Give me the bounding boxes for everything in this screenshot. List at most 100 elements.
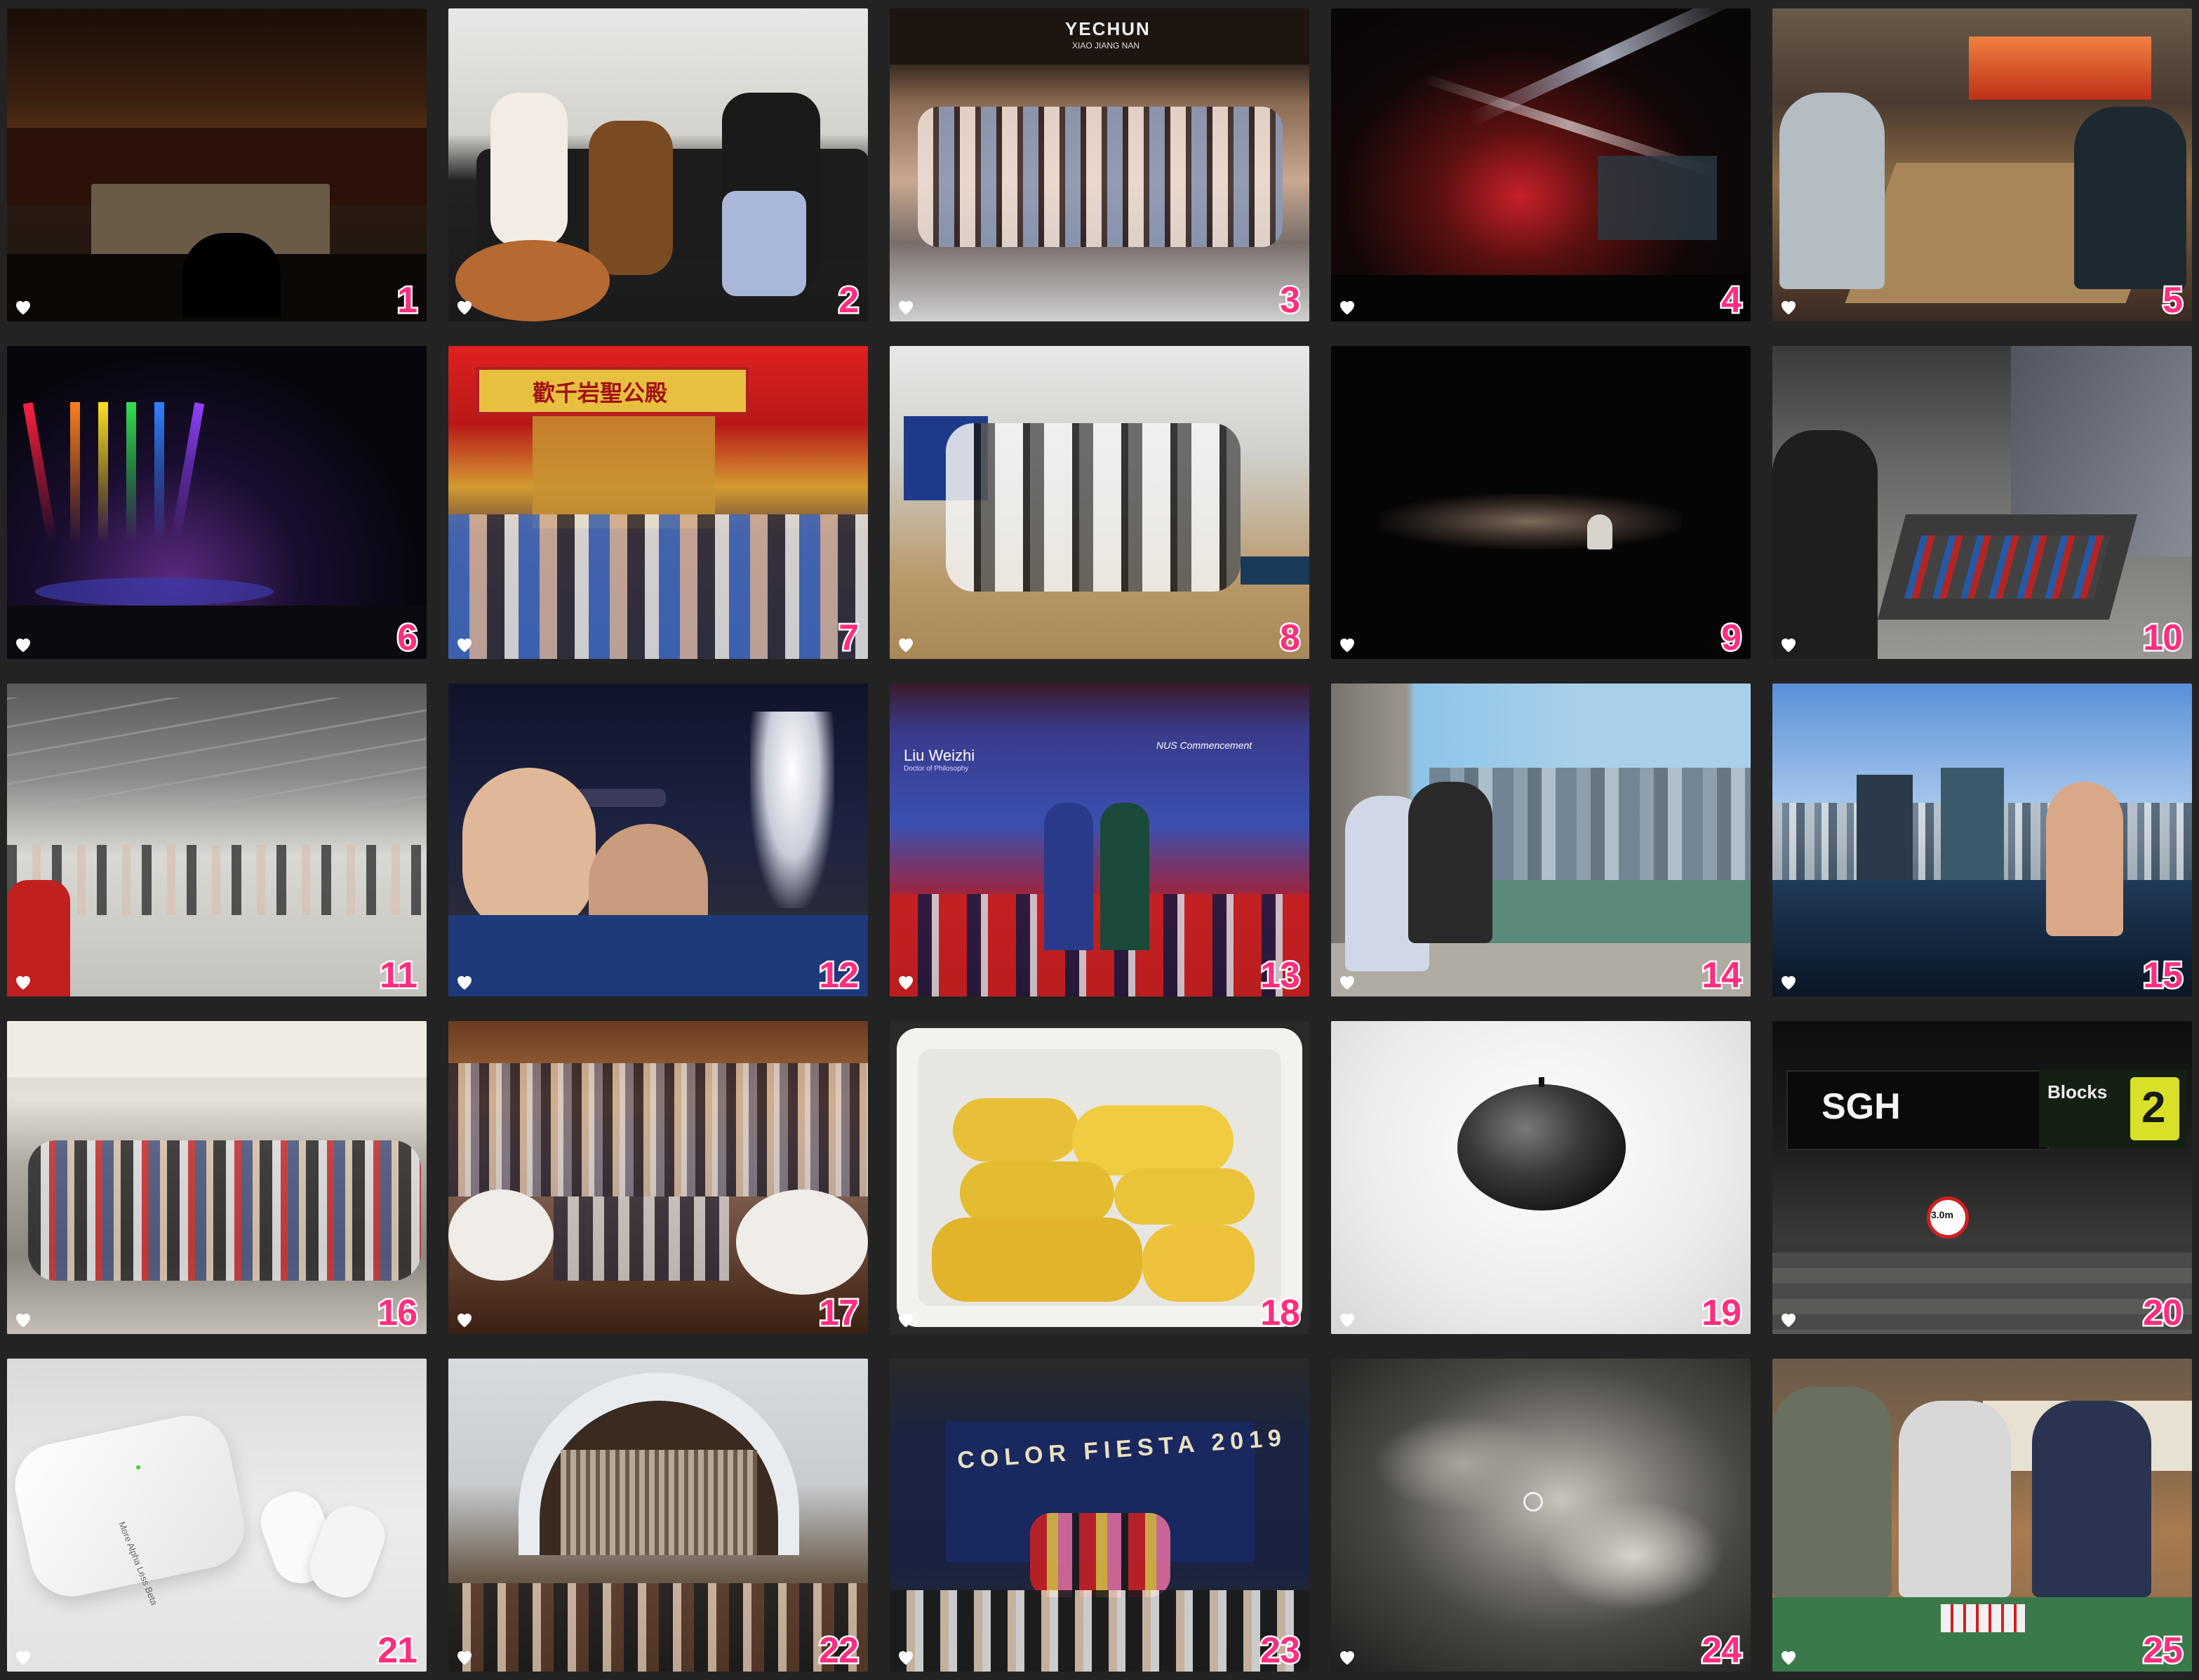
screen-title: Doctor of Philosophy [904,765,969,773]
height-limit-sign: 3.0m [1931,1209,1953,1220]
heart-icon[interactable] [895,1646,916,1667]
photo-tile[interactable]: 19 [1331,1021,1751,1334]
photo-tile[interactable]: 15 [1772,684,2192,996]
photo-tile[interactable]: 10 [1772,346,2192,659]
blocks-number: 2 [2141,1084,2166,1132]
heart-icon[interactable] [1778,971,1799,992]
heart-icon[interactable] [1778,1309,1799,1330]
photo-image [1772,684,2192,996]
screen-logo: NUS Commencement [1156,740,1252,751]
heart-icon[interactable] [895,296,916,317]
photo-image [1331,346,1751,659]
photo-image [7,1021,427,1334]
photo-number: 24 [1700,1630,1744,1671]
heart-icon[interactable] [454,296,475,317]
photo-image [1331,684,1751,996]
restaurant-sign: YECHUN [1065,18,1151,39]
heart-icon[interactable] [454,1309,475,1330]
photo-number: 2 [837,280,861,321]
photo-image [890,346,1309,659]
photo-number: 1 [396,280,420,321]
photo-tile[interactable]: 11 [7,684,427,996]
photo-tile[interactable]: 2 [448,8,868,321]
photo-image [1331,1021,1751,1334]
photo-image [7,346,427,659]
photo-image [448,1021,868,1334]
photo-number: 10 [2141,618,2185,658]
photo-tile[interactable]: 17 [448,1021,868,1334]
heart-icon[interactable] [1337,296,1358,317]
screen-name: Liu Weizhi [904,747,975,764]
heart-icon[interactable] [1337,1309,1358,1330]
photo-number: 14 [1700,955,1744,996]
photo-number: 5 [2161,280,2185,321]
heart-icon[interactable] [13,1309,34,1330]
photo-tile[interactable]: 4 [1331,8,1751,321]
photo-tile[interactable]: 5 [1772,8,2192,321]
photo-image [1772,1359,2192,1672]
heart-icon[interactable] [13,296,34,317]
heart-icon[interactable] [1337,634,1358,655]
heart-icon[interactable] [895,634,916,655]
photo-image [448,1359,868,1672]
photo-number: 3 [1278,280,1302,321]
heart-icon[interactable] [1778,296,1799,317]
photo-number: 20 [2141,1293,2185,1333]
heart-icon[interactable] [895,1309,916,1330]
photo-tile[interactable]: 24 [1331,1359,1751,1672]
photo-tile[interactable]: More Alpha Less Beta 21 [7,1359,427,1672]
photo-image [1772,346,2192,659]
heart-icon[interactable] [454,1646,475,1667]
photo-number: 7 [837,618,861,658]
sgh-sign: SGH [1822,1086,1901,1127]
photo-tile[interactable]: 歡千岩聖公殿 7 [448,346,868,659]
restaurant-subsign: XIAO JIANG NAN [1072,41,1140,51]
photo-tile[interactable]: COLOR FIESTA 2019 23 [890,1359,1309,1672]
photo-tile[interactable]: 25 [1772,1359,2192,1672]
photo-tile[interactable]: 18 [890,1021,1309,1334]
photo-tile[interactable]: 9 [1331,346,1751,659]
photo-image [448,684,868,996]
heart-icon[interactable] [1337,971,1358,992]
photo-tile[interactable]: 16 [7,1021,427,1334]
photo-number: 11 [378,955,420,996]
photo-image [890,1359,1309,1672]
photo-tile[interactable]: 8 [890,346,1309,659]
photo-number: 8 [1278,618,1302,658]
photo-image [1772,1021,2192,1334]
photo-tile[interactable]: SGH Blocks 2 3.0m 20 [1772,1021,2192,1334]
photo-tile[interactable]: 12 [448,684,868,996]
heart-icon[interactable] [454,634,475,655]
photo-number: 18 [1259,1293,1302,1333]
photo-image [448,8,868,321]
heart-icon[interactable] [1778,1646,1799,1667]
photo-number: 4 [1720,280,1744,321]
heart-icon[interactable] [13,1646,34,1667]
photo-tile[interactable]: 1 [7,8,427,321]
heart-icon[interactable] [895,971,916,992]
photo-tile[interactable]: Liu Weizhi Doctor of Philosophy NUS Comm… [890,684,1309,996]
photo-number: 23 [1259,1630,1302,1671]
heart-icon[interactable] [13,971,34,992]
photo-image [1331,1359,1751,1672]
heart-icon[interactable] [1337,1646,1358,1667]
photo-image [7,8,427,321]
photo-number: 13 [1259,955,1302,996]
photo-grid: 1 2 YECHUN XIAO JIANG NAN 3 [7,8,2193,1672]
photo-tile[interactable]: 22 [448,1359,868,1672]
photo-image [890,684,1309,996]
photo-number: 21 [376,1630,420,1671]
photo-number: 9 [1720,618,1744,658]
heart-icon[interactable] [454,971,475,992]
photo-number: 19 [1700,1293,1744,1333]
photo-tile[interactable]: 14 [1331,684,1751,996]
photo-tile[interactable]: 6 [7,346,427,659]
heart-icon[interactable] [1778,634,1799,655]
photo-image [890,1021,1309,1334]
photo-image [448,346,868,659]
photo-tile[interactable]: YECHUN XIAO JIANG NAN 3 [890,8,1309,321]
photo-image [7,684,427,996]
photo-image [890,8,1309,321]
photo-image [1331,8,1751,321]
heart-icon[interactable] [13,634,34,655]
